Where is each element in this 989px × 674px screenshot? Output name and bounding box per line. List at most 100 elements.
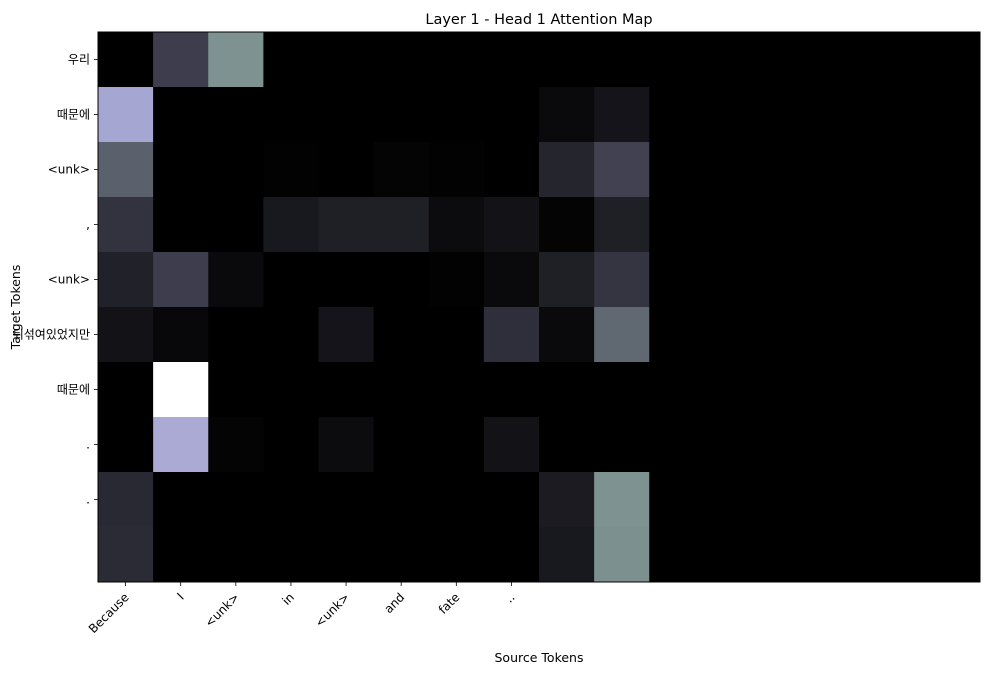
heatmap-cell xyxy=(869,197,926,253)
heatmap-cell xyxy=(539,307,595,363)
heatmap-cell xyxy=(704,87,760,143)
heatmap-cell xyxy=(594,197,650,253)
heatmap-cell xyxy=(924,472,981,528)
heatmap-cell xyxy=(704,32,760,88)
heatmap-cell xyxy=(924,252,981,308)
heatmap-cell xyxy=(649,417,705,473)
heatmap-cell xyxy=(759,527,815,583)
heatmap-cell xyxy=(539,417,595,473)
heatmap-cell xyxy=(153,252,209,308)
heatmap-cell xyxy=(428,87,485,143)
heatmap-cell xyxy=(208,87,264,143)
heatmap-cell xyxy=(869,472,926,528)
heatmap-cell xyxy=(318,362,374,418)
heatmap-cell xyxy=(373,87,430,143)
heatmap-cell xyxy=(428,32,485,88)
heatmap-cell xyxy=(208,307,264,363)
heatmap-cell xyxy=(208,252,264,308)
heatmap-cell xyxy=(373,142,430,198)
y-tick-label: . xyxy=(86,438,90,452)
heatmap-cell xyxy=(98,252,154,308)
heatmap-cell xyxy=(594,417,650,473)
heatmap-cell xyxy=(869,307,926,363)
heatmap-cell xyxy=(649,527,705,583)
heatmap-cell xyxy=(483,252,540,308)
heatmap-cell xyxy=(318,307,374,363)
heatmap-cell xyxy=(263,197,319,253)
heatmap-cell xyxy=(814,197,871,253)
heatmap-cell xyxy=(539,527,595,583)
heatmap-cell xyxy=(869,417,926,473)
heatmap-cell xyxy=(318,142,374,198)
heatmap-cell xyxy=(594,32,650,88)
heatmap-cell xyxy=(373,362,430,418)
heatmap-cell xyxy=(483,142,540,198)
heatmap-cell xyxy=(428,417,485,473)
heatmap-cell xyxy=(869,252,926,308)
heatmap-cell xyxy=(98,472,154,528)
heatmap-cell xyxy=(759,32,815,88)
heatmap-cell xyxy=(373,417,430,473)
heatmap-cell xyxy=(539,32,595,88)
heatmap-cell xyxy=(814,142,871,198)
heatmap-cell xyxy=(649,32,705,88)
heatmap-cell xyxy=(263,32,319,88)
heatmap-cell xyxy=(759,87,815,143)
heatmap-cell xyxy=(208,362,264,418)
heatmap-cell xyxy=(594,362,650,418)
heatmap-cell xyxy=(704,197,760,253)
y-tick-label: , xyxy=(86,218,90,232)
heatmap-cell xyxy=(263,307,319,363)
heatmap-cell xyxy=(428,252,485,308)
heatmap-cell xyxy=(649,307,705,363)
heatmap-cell xyxy=(704,472,760,528)
heatmap-cell xyxy=(153,362,209,418)
heatmap-cell xyxy=(759,142,815,198)
heatmap-cell xyxy=(814,307,871,363)
heatmap-cell xyxy=(98,87,154,143)
heatmap-cell xyxy=(924,417,981,473)
heatmap-cell xyxy=(759,417,815,473)
heatmap-cell xyxy=(428,472,485,528)
heatmap-cell xyxy=(649,472,705,528)
heatmap-cell xyxy=(814,417,871,473)
heatmap-cell xyxy=(318,32,374,88)
heatmap-cell xyxy=(373,252,430,308)
heatmap-cell xyxy=(869,527,926,583)
heatmap-cell xyxy=(759,252,815,308)
heatmap-cell xyxy=(594,142,650,198)
y-tick-label: 때문에 xyxy=(57,383,90,397)
heatmap-cell xyxy=(373,472,430,528)
heatmap-cell xyxy=(208,527,264,583)
heatmap-cell xyxy=(814,252,871,308)
heatmap-cell xyxy=(869,32,926,88)
heatmap-cell xyxy=(649,87,705,143)
heatmap-cell xyxy=(594,87,650,143)
heatmap-cell xyxy=(704,417,760,473)
heatmap-cell xyxy=(483,362,540,418)
heatmap-cell xyxy=(318,527,374,583)
heatmap-cell xyxy=(208,197,264,253)
heatmap-cell xyxy=(263,252,319,308)
heatmap-cell xyxy=(649,252,705,308)
heatmap-cell xyxy=(373,197,430,253)
heatmap-cell xyxy=(428,527,485,583)
heatmap-cell xyxy=(649,362,705,418)
heatmap-cell xyxy=(924,362,981,418)
y-tick-label: 뒤섞여있었지만 xyxy=(13,328,90,342)
heatmap-cell xyxy=(814,472,871,528)
chart-title: Layer 1 - Head 1 Attention Map xyxy=(425,12,652,28)
heatmap-cell xyxy=(924,307,981,363)
heatmap-cell xyxy=(704,362,760,418)
heatmap-cell xyxy=(924,197,981,253)
y-axis-label: Target Tokens xyxy=(8,265,23,351)
heatmap-cell xyxy=(98,362,154,418)
heatmap-cell xyxy=(483,307,540,363)
heatmap-cell xyxy=(208,417,264,473)
heatmap-cell xyxy=(814,87,871,143)
heatmap-cell xyxy=(869,362,926,418)
y-tick-label: <unk> xyxy=(48,163,90,177)
heatmap-cell xyxy=(924,87,981,143)
heatmap-cell xyxy=(428,197,485,253)
heatmap-cell xyxy=(814,32,871,88)
